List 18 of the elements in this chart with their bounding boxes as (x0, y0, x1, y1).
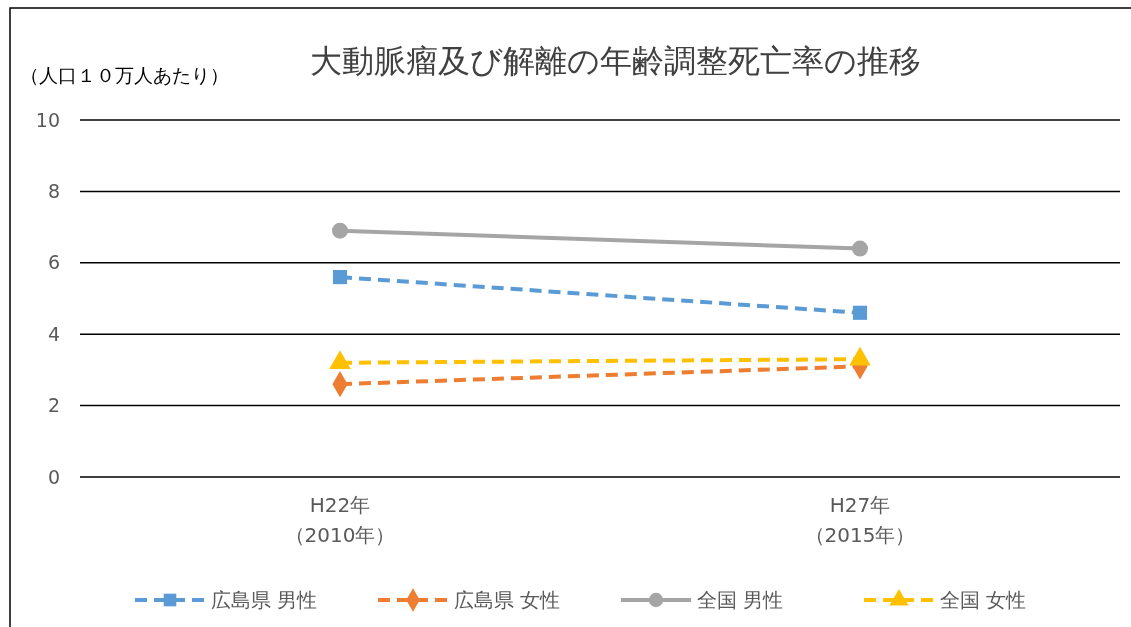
x-tick-label: H27年（2015年） (804, 493, 916, 547)
y-tick-label: 2 (47, 394, 60, 417)
point (852, 305, 868, 320)
y-tick-label: 4 (47, 322, 60, 345)
y-axis-title: （人口１０万人あたり） (20, 64, 229, 86)
legend-label: 全国 男性 (697, 588, 784, 612)
chart-title: 大動脈瘤及び解離の年齢調整死亡率の推移 (309, 42, 921, 80)
y-tick-label: 8 (47, 180, 60, 203)
legend-label: 広島県 女性 (454, 588, 561, 612)
point (852, 240, 868, 257)
point (332, 270, 348, 285)
point (332, 222, 348, 239)
y-tick-label: 6 (47, 251, 60, 274)
y-tick-label: 0 (47, 465, 60, 488)
legend-label: 広島県 男性 (211, 588, 318, 612)
legend-label: 全国 女性 (940, 588, 1027, 612)
y-tick-label: 10 (35, 108, 60, 131)
x-tick-label: H22年（2010年） (284, 493, 396, 547)
